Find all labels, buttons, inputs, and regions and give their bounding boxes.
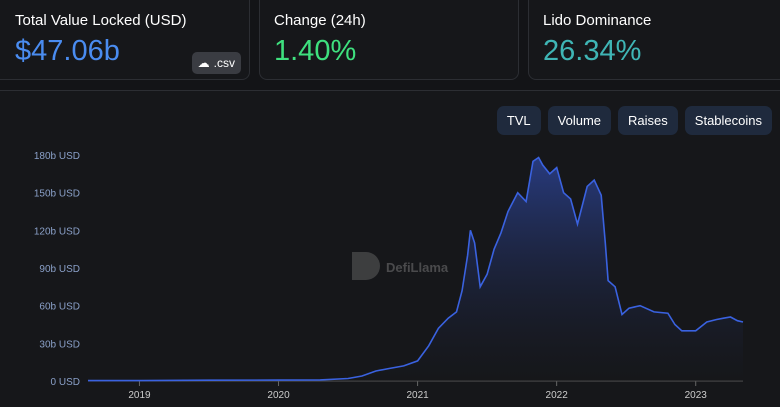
y-tick-label: 60b USD <box>39 302 80 313</box>
x-tick-label: 2023 <box>685 390 708 401</box>
chart-tabs: TVL Volume Raises Stablecoins <box>496 106 772 135</box>
tvl-line <box>88 156 744 382</box>
change-card: Change (24h) 1.40% <box>259 0 519 80</box>
dominance-card: Lido Dominance 26.34% <box>528 0 780 80</box>
y-tick-label: 150b USD <box>34 189 80 200</box>
tvl-area <box>88 157 743 381</box>
y-tick-label: 90b USD <box>39 264 80 275</box>
tab-stablecoins[interactable]: Stablecoins <box>684 106 772 135</box>
tvl-card: Total Value Locked (USD) $47.06b ☁ .csv <box>0 0 250 80</box>
y-tick-label: 0 USD <box>51 377 80 388</box>
tab-tvl[interactable]: TVL <box>496 106 541 135</box>
x-tick-label: 2021 <box>406 390 429 401</box>
dominance-label: Lido Dominance <box>543 12 652 29</box>
watermark-text: DefiLlama <box>386 260 449 275</box>
tvl-label: Total Value Locked (USD) <box>15 12 187 29</box>
x-tick-label: 2019 <box>128 390 151 401</box>
download-csv-button[interactable]: ☁ .csv <box>191 52 241 74</box>
x-tick-label: 2020 <box>267 390 290 401</box>
tab-volume[interactable]: Volume <box>547 106 612 135</box>
change-value: 1.40% <box>274 35 357 67</box>
dominance-value: 26.34% <box>543 35 642 67</box>
y-tick-label: 120b USD <box>34 226 80 237</box>
watermark: DefiLlama <box>352 252 449 280</box>
csv-label: .csv <box>213 56 235 70</box>
y-tick-label: 180b USD <box>34 151 80 162</box>
x-tick-label: 2022 <box>546 390 569 401</box>
y-tick-label: 30b USD <box>39 339 80 350</box>
cloud-download-icon: ☁ <box>197 56 210 70</box>
tab-raises[interactable]: Raises <box>618 106 678 135</box>
change-label: Change (24h) <box>274 12 366 29</box>
tvl-value: $47.06b <box>15 35 120 67</box>
llama-logo-icon <box>352 252 380 280</box>
